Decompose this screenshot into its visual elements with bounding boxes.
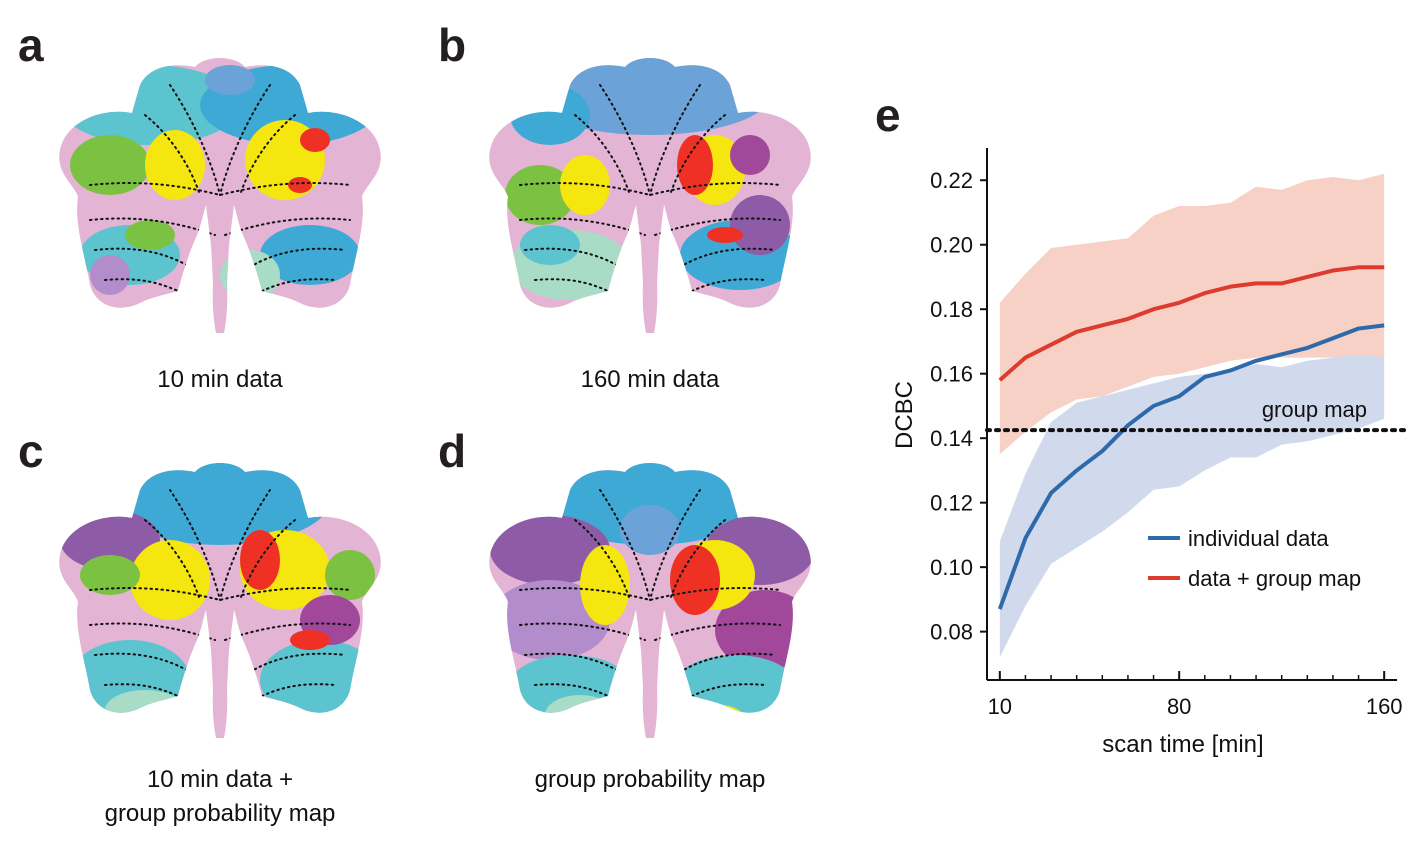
caption-c: 10 min data + group probability map bbox=[40, 763, 400, 831]
parcel-mint bbox=[545, 695, 615, 735]
parcel-regions bbox=[489, 58, 811, 333]
flatmap-10min-plus-group bbox=[59, 463, 381, 738]
parcel-lightblue bbox=[620, 505, 680, 555]
parcel-red bbox=[300, 128, 330, 152]
parcel-purple bbox=[730, 195, 790, 255]
y-tick-label: 0.08 bbox=[930, 620, 973, 645]
parcel-red bbox=[670, 545, 720, 615]
y-tick-label: 0.18 bbox=[930, 297, 973, 322]
line-series-1 bbox=[998, 265, 1385, 382]
legend-label-group: data + group map bbox=[1188, 566, 1361, 591]
parcel-green bbox=[125, 220, 175, 250]
panel-letter-e: e bbox=[875, 89, 901, 141]
parcel-magenta bbox=[730, 135, 770, 175]
parcel-darkteal bbox=[310, 312, 360, 328]
y-tick-label: 0.12 bbox=[930, 491, 973, 516]
panel-letter-c: c bbox=[18, 425, 44, 477]
lobule-boundary bbox=[599, 489, 701, 601]
parcel-darkteal bbox=[93, 723, 137, 737]
parcel-green bbox=[505, 165, 575, 225]
parcel-darkteal bbox=[735, 312, 785, 328]
lobule-boundary bbox=[104, 278, 336, 292]
lobule-boundary bbox=[144, 114, 296, 196]
lobule-boundary bbox=[574, 519, 726, 601]
lobule-boundary bbox=[574, 114, 726, 196]
lobule-boundary bbox=[104, 683, 336, 697]
parcel-cyan bbox=[510, 85, 590, 145]
parcel-darkteal bbox=[85, 312, 135, 328]
parcel-darkteal bbox=[313, 723, 357, 737]
y-tick-label: 0.10 bbox=[930, 555, 973, 580]
y-tick-label: 0.14 bbox=[930, 426, 973, 451]
parcel-darkteal bbox=[525, 312, 575, 328]
parcel-mint bbox=[105, 690, 185, 730]
lobule-boundary bbox=[144, 519, 296, 601]
x-tick-label: 10 bbox=[988, 694, 1012, 719]
parcel-teal bbox=[260, 640, 380, 720]
parcel-lavender bbox=[90, 255, 130, 295]
parcel-yellow bbox=[695, 705, 745, 735]
parcel-red bbox=[677, 135, 713, 195]
parcel-green bbox=[70, 135, 150, 195]
panel-letter-b: b bbox=[438, 19, 467, 71]
parcel-cyan bbox=[110, 463, 330, 545]
lobule-boundary bbox=[524, 247, 776, 268]
parcel-red bbox=[707, 227, 743, 243]
lobule-boundary bbox=[599, 84, 701, 196]
lobule-boundary bbox=[94, 247, 346, 268]
parcel-red bbox=[288, 177, 312, 193]
caption-b: 160 min data bbox=[580, 366, 720, 393]
reference-line-label: group map bbox=[1262, 397, 1367, 422]
y-tick-label: 0.16 bbox=[930, 362, 973, 387]
parcel-green bbox=[325, 550, 375, 600]
lobule-boundary bbox=[534, 683, 766, 697]
y-tick-label: 0.22 bbox=[930, 168, 973, 193]
band-series-1 bbox=[999, 173, 1385, 455]
parcel-yellow bbox=[130, 540, 210, 620]
parcel-cyan bbox=[540, 463, 760, 545]
caption-c-line1: 10 min data + bbox=[146, 766, 294, 793]
y-axis-label: DCBC bbox=[891, 381, 918, 449]
lobule-boundary bbox=[94, 652, 346, 673]
parcel-purple bbox=[60, 510, 160, 570]
panel-letter-a: a bbox=[18, 19, 44, 71]
lobule-boundary bbox=[169, 489, 271, 601]
legend: individual data data + group map bbox=[1148, 526, 1361, 591]
parcel-teal bbox=[520, 225, 580, 265]
x-axis-label: scan time [min] bbox=[1102, 731, 1263, 758]
caption-d: group probability map bbox=[534, 766, 766, 793]
caption-c-line2: group probability map bbox=[104, 800, 336, 827]
parcel-yellow bbox=[145, 130, 205, 200]
parcel-red bbox=[290, 630, 330, 650]
parcel-lavender bbox=[490, 580, 610, 660]
axes: 0.08 0.10 0.12 0.14 0.16 0.18 0.20 0.22 10 80 160 bbox=[930, 148, 1403, 719]
parcel-mint bbox=[720, 713, 760, 737]
x-tick-label: 80 bbox=[1167, 694, 1191, 719]
series-lines bbox=[985, 265, 1410, 610]
caption-a: 10 min data bbox=[157, 366, 283, 393]
x-tick-label: 160 bbox=[1366, 694, 1403, 719]
parcel-cyan bbox=[260, 225, 360, 285]
parcel-purple bbox=[490, 515, 610, 585]
y-tick-label: 0.20 bbox=[930, 233, 973, 258]
parcel-green bbox=[80, 555, 140, 595]
flatmap-160min bbox=[489, 58, 811, 333]
lobule-boundary bbox=[534, 278, 766, 292]
parcel-regions bbox=[59, 58, 381, 333]
parcel-yellow bbox=[560, 155, 610, 215]
lobule-boundary bbox=[169, 84, 271, 196]
parcel-yellow bbox=[577, 718, 613, 738]
parcel-regions bbox=[489, 463, 811, 738]
lobule-boundary bbox=[524, 652, 776, 673]
line-series-0 bbox=[997, 323, 1385, 610]
parcel-lightblue bbox=[205, 65, 255, 95]
panel-letter-d: d bbox=[438, 425, 467, 477]
flatmap-group-probability bbox=[489, 463, 811, 738]
parcel-regions bbox=[59, 463, 381, 738]
legend-label-individual: individual data bbox=[1188, 526, 1329, 551]
flatmap-10min bbox=[59, 58, 381, 333]
parcel-yellow bbox=[580, 545, 630, 625]
parcel-yellow bbox=[132, 725, 168, 738]
